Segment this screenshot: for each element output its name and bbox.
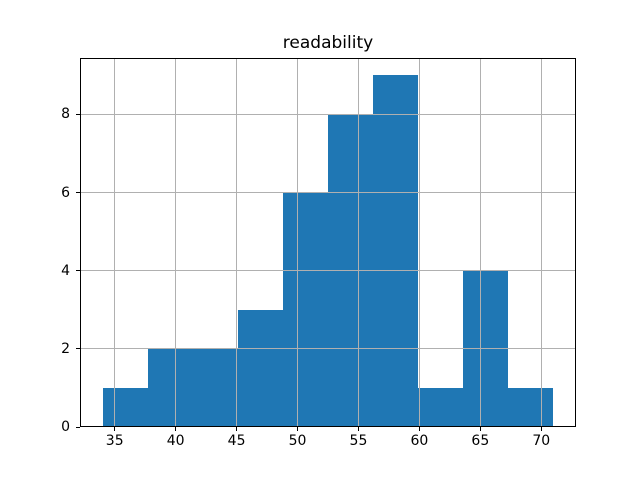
- x-tick-mark: [479, 427, 481, 432]
- gridline-vertical: [540, 57, 542, 428]
- gridline-vertical: [297, 57, 299, 428]
- x-tick-label: 65: [471, 433, 490, 450]
- gridline-vertical: [479, 57, 481, 428]
- y-tick-label: 2: [61, 340, 70, 357]
- chart-title: readability: [282, 33, 374, 53]
- histogram-bar: [147, 348, 193, 428]
- x-tick-label: 60: [410, 433, 429, 450]
- x-tick-label: 45: [227, 433, 246, 450]
- y-tick-mark: [76, 192, 80, 194]
- gridline-horizontal: [80, 192, 576, 194]
- histogram-bar: [102, 388, 148, 428]
- x-tick-mark: [418, 427, 420, 432]
- x-tick-label: 40: [166, 433, 185, 450]
- histogram-bar: [282, 192, 328, 428]
- gridline-vertical: [357, 57, 359, 428]
- histogram-bar: [192, 348, 238, 428]
- x-tick-label: 50: [288, 433, 307, 450]
- y-tick-label: 6: [61, 184, 70, 201]
- gridline-vertical: [114, 57, 116, 428]
- x-tick-mark: [540, 427, 542, 432]
- gridline-vertical: [175, 57, 177, 428]
- y-tick-label: 4: [61, 262, 70, 279]
- gridline-vertical: [236, 57, 238, 428]
- x-tick-label: 35: [105, 433, 124, 450]
- plot-area: [80, 57, 576, 428]
- x-tick-mark: [357, 427, 359, 432]
- x-tick-label: 55: [349, 433, 368, 450]
- gridline-vertical: [418, 57, 420, 428]
- histogram-bar: [418, 388, 464, 428]
- y-tick-mark: [76, 113, 80, 115]
- gridline-horizontal: [80, 348, 576, 350]
- y-tick-label: 8: [61, 106, 70, 123]
- histogram-bar: [237, 309, 283, 428]
- x-tick-mark: [297, 427, 299, 432]
- gridline-horizontal: [80, 113, 576, 115]
- y-tick-label: 0: [61, 419, 70, 436]
- y-tick-mark: [76, 270, 80, 272]
- y-tick-mark: [76, 426, 80, 428]
- x-tick-mark: [236, 427, 238, 432]
- x-tick-label: 70: [532, 433, 551, 450]
- gridline-horizontal: [80, 270, 576, 272]
- y-tick-mark: [76, 348, 80, 350]
- x-tick-mark: [175, 427, 177, 432]
- x-tick-mark: [114, 427, 116, 432]
- histogram-bar: [373, 75, 419, 428]
- grid-layer: [80, 57, 576, 428]
- histogram-bar: [508, 388, 554, 428]
